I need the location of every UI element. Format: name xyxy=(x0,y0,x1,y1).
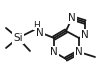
Text: N: N xyxy=(81,30,89,40)
Text: H: H xyxy=(34,20,40,30)
Text: N: N xyxy=(50,47,58,57)
Text: N: N xyxy=(68,13,76,23)
Text: N: N xyxy=(36,28,44,38)
Text: N: N xyxy=(75,47,83,57)
Text: Si: Si xyxy=(13,33,23,43)
